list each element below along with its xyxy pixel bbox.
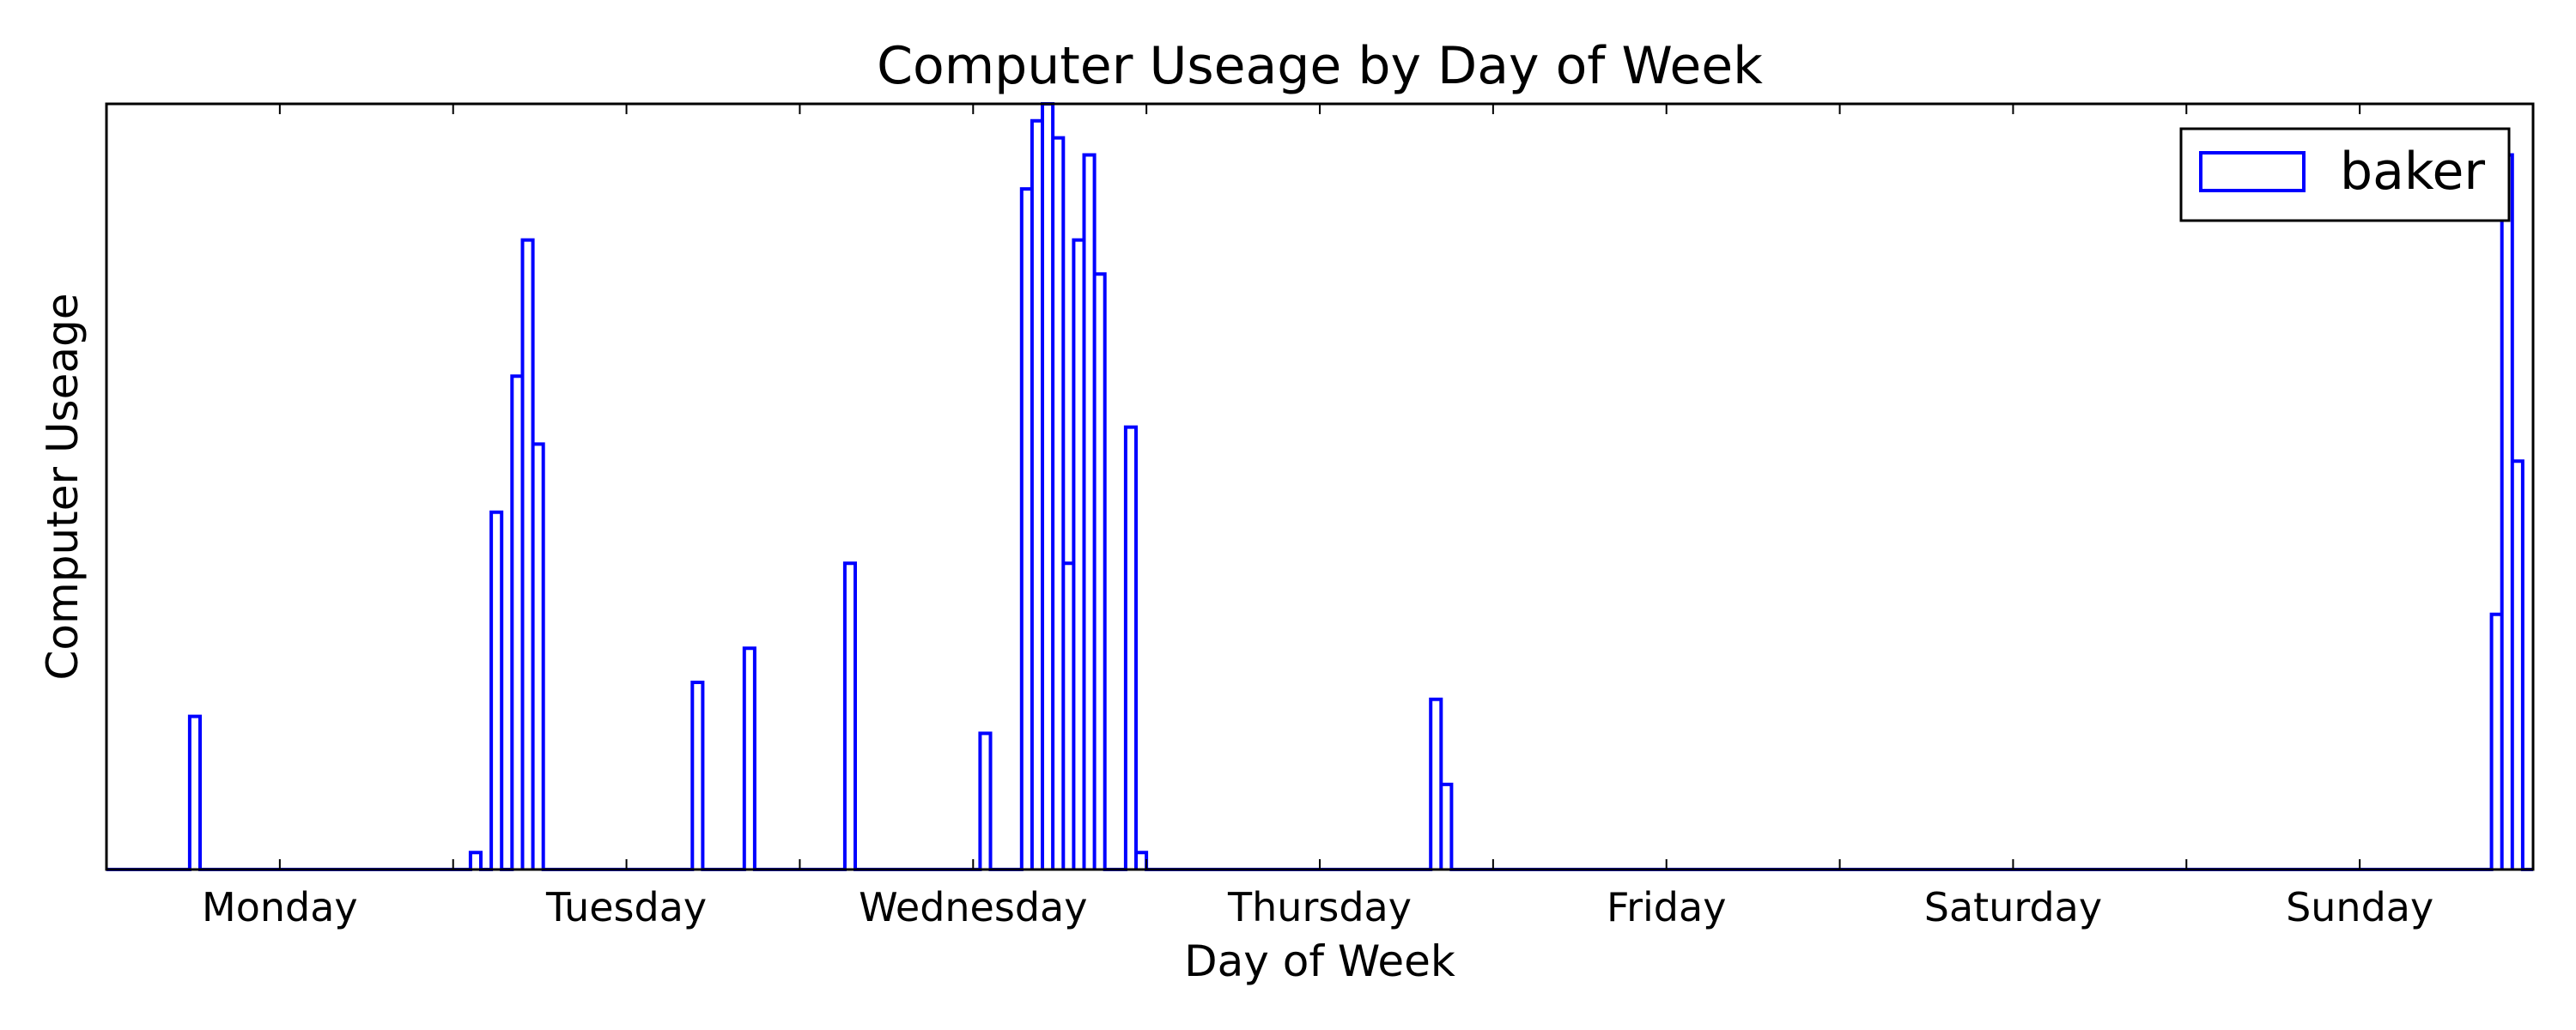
x-tick-label-wednesday: Wednesday — [859, 884, 1087, 930]
plot-area: Monday Tuesday Wednesday Thursday Friday Satu… — [105, 102, 2535, 930]
legend-label-baker: baker — [2340, 142, 2485, 202]
y-axis-label: Computer Useage — [38, 293, 88, 680]
x-tick-label-monday: Monday — [202, 884, 358, 930]
x-tick-label-tuesday: Tuesday — [545, 884, 707, 930]
chart-title: Computer Useage by Day of Week — [877, 36, 1763, 96]
x-ticks — [106, 104, 2534, 869]
plot-frame — [105, 102, 2535, 871]
x-tick-label-sunday: Sunday — [2286, 884, 2433, 930]
x-tick-labels: Monday Tuesday Wednesday Thursday Friday Satu… — [202, 884, 2433, 930]
x-tick-label-thursday: Thursday — [1227, 884, 1412, 930]
x-tick-label-saturday: Saturday — [1924, 884, 2102, 930]
legend-box — [2179, 127, 2511, 222]
legend-swatch — [2199, 151, 2306, 192]
legend: baker — [2179, 127, 2511, 222]
x-tick-label-friday: Friday — [1607, 884, 1726, 930]
series-step-line — [106, 102, 2533, 871]
x-axis-label: Day of Week — [1184, 936, 1455, 986]
